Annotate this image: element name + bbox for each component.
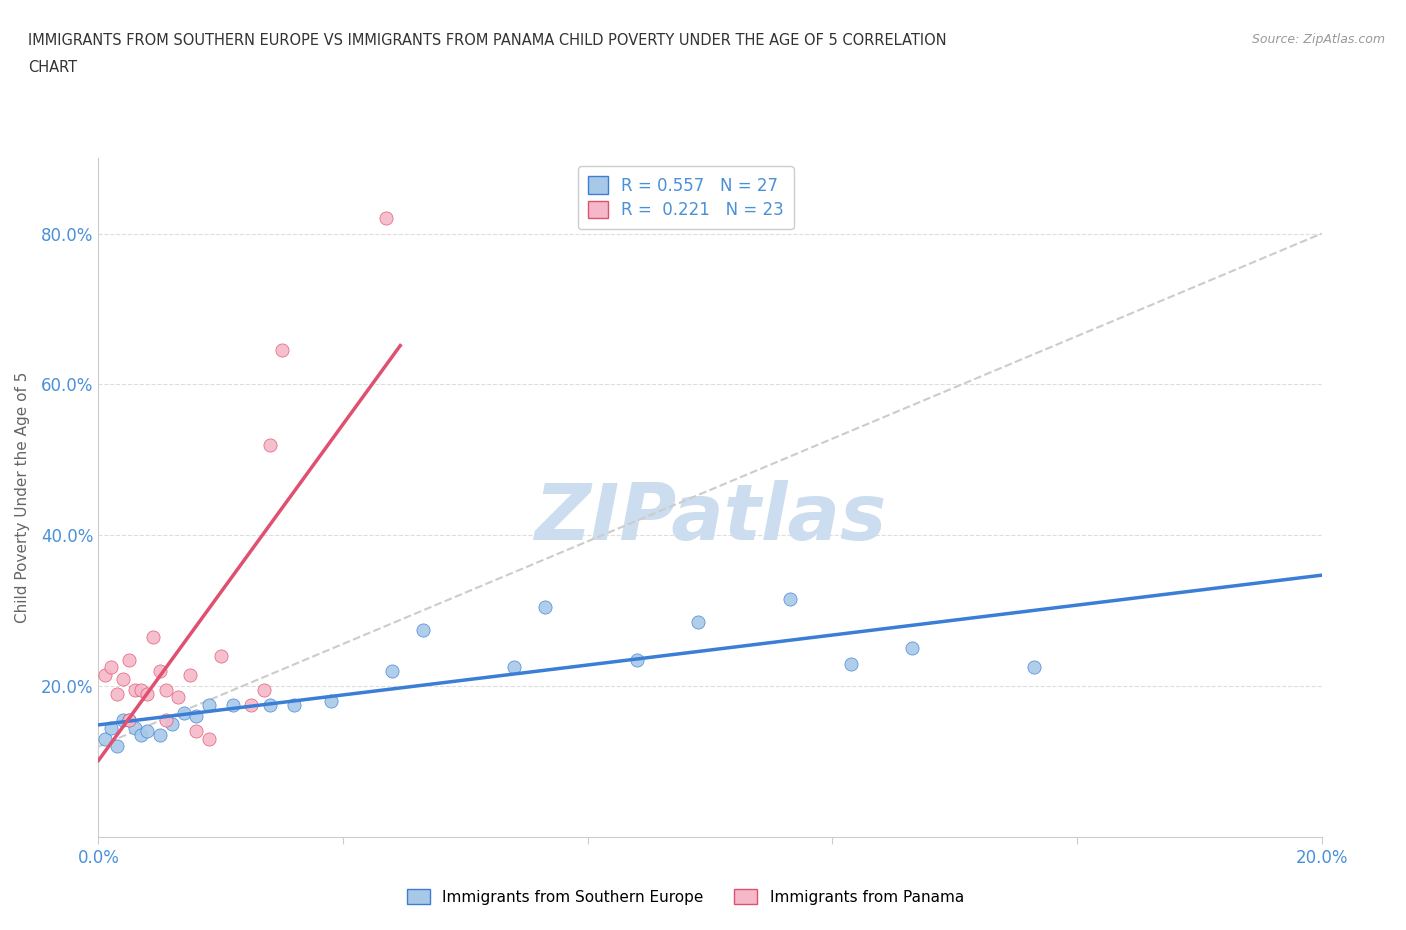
Point (142, 630, 165, 644)
Point (252, 683, 274, 698)
Point (160, 716, 183, 731)
Point (1024, 660, 1046, 675)
Point (209, 648, 232, 663)
Point (111, 712, 134, 727)
Point (839, 656, 862, 671)
Point (179, 668, 201, 683)
Text: CHART: CHART (28, 60, 77, 75)
Point (319, 694, 342, 709)
Point (124, 720, 146, 735)
Text: IMMIGRANTS FROM SOUTHERN EUROPE VS IMMIGRANTS FROM PANAMA CHILD POVERTY UNDER TH: IMMIGRANTS FROM SOUTHERN EUROPE VS IMMIG… (28, 33, 946, 47)
Point (197, 698, 219, 712)
Y-axis label: Child Poverty Under the Age of 5: Child Poverty Under the Age of 5 (15, 372, 30, 623)
Point (381, 664, 404, 679)
Point (779, 592, 801, 607)
Point (105, 739, 128, 754)
Point (118, 652, 141, 667)
Point (155, 712, 177, 727)
Text: ZIPatlas: ZIPatlas (534, 480, 886, 556)
Point (374, 211, 396, 226)
Point (155, 683, 177, 698)
Point (412, 622, 434, 637)
Point (167, 690, 190, 705)
Point (197, 732, 219, 747)
Point (136, 724, 159, 738)
Point (100, 660, 122, 675)
Point (129, 683, 152, 698)
Point (534, 600, 557, 615)
Point (118, 712, 141, 727)
Point (222, 698, 245, 712)
Point (173, 705, 195, 720)
Point (901, 641, 924, 656)
Point (503, 660, 526, 675)
Point (149, 727, 172, 742)
Point (686, 615, 709, 630)
Point (124, 683, 146, 698)
Legend: Immigrants from Southern Europe, Immigrants from Panama: Immigrants from Southern Europe, Immigra… (401, 883, 970, 910)
Point (186, 724, 208, 738)
Point (259, 698, 281, 712)
Point (186, 709, 208, 724)
Point (270, 343, 292, 358)
Point (129, 727, 152, 742)
Point (626, 652, 648, 667)
Point (105, 686, 128, 701)
Point (283, 698, 305, 712)
Point (93, 668, 115, 683)
Point (136, 686, 159, 701)
Point (118, 712, 141, 727)
Text: Source: ZipAtlas.com: Source: ZipAtlas.com (1251, 33, 1385, 46)
Point (240, 698, 263, 712)
Point (93, 732, 115, 747)
Point (149, 664, 172, 679)
Point (111, 671, 134, 686)
Point (259, 437, 281, 452)
Point (100, 720, 122, 735)
